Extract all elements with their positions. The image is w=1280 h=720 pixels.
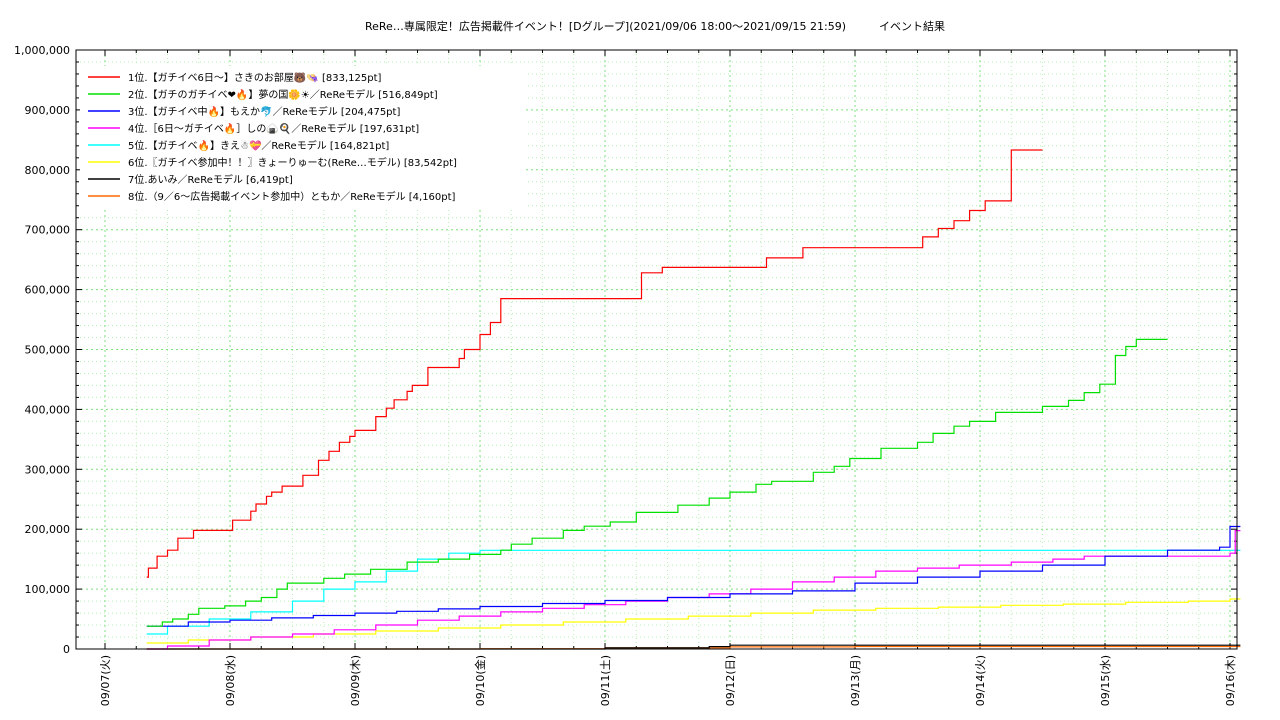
y-tick-label: 700,000: [25, 224, 71, 237]
series-line-6: [146, 598, 1241, 644]
series-line-5: [146, 549, 1241, 635]
x-tick-label: 09/07(火): [99, 655, 112, 706]
y-tick-label: 300,000: [25, 463, 71, 476]
x-tick-label: 09/14(火): [974, 655, 987, 706]
series-line-4: [146, 530, 1241, 650]
y-tick-label: 400,000: [25, 403, 71, 416]
chart-title: ReRe…専属限定！広告掲載件イベント！[Dグループ](2021/09/06 1…: [365, 19, 945, 33]
series-line-1: [146, 149, 1043, 578]
series-lines: [146, 149, 1241, 650]
plot-frame: [75, 49, 1238, 650]
grid: [76, 50, 1237, 649]
y-tick-label: 600,000: [25, 284, 71, 297]
legend-box: [80, 66, 526, 208]
legend-label-1: 1位.【ガチイベ6日〜】さきのお部屋🐻👒 [833,125pt]: [128, 71, 382, 84]
series-line-2: [146, 338, 1168, 627]
legend-label-2: 2位.【ガチのガチイベ❤🔥】夢の国🌼☀／ReReモデル [516,849pt]: [128, 88, 438, 101]
series-line-3: [146, 525, 1241, 627]
y-tick-label: 0: [63, 643, 70, 656]
y-tick-label: 200,000: [25, 523, 71, 536]
y-tick-label: 1,000,000: [14, 44, 70, 57]
x-tick-label: 09/13(月): [849, 655, 862, 706]
legend-label-7: 7位.あいみ／ReReモデル [6,419pt]: [128, 173, 293, 186]
y-tick-label: 900,000: [25, 104, 71, 117]
y-tick-label: 800,000: [25, 164, 71, 177]
x-tick-label: 09/15(水): [1099, 655, 1112, 706]
x-tick-label: 09/12(日): [724, 655, 737, 706]
legend-label-8: 8位.（9／6〜広告掲載イベント参加中）ともか／ReReモデル [4,160pt…: [128, 190, 456, 203]
y-tick-label: 100,000: [25, 583, 71, 596]
x-tick-label: 09/16(木): [1224, 655, 1237, 706]
x-tick-label: 09/10(金): [473, 655, 487, 706]
x-tick-label: 09/11(土): [599, 655, 612, 706]
legend-label-6: 6位.〖ガチイベ参加中！！〗きょーりゅーむ(ReRe…モデル) [83,542p…: [128, 156, 457, 169]
y-axis: 0 100,000 200,000 300,000 400,000 500,000 600,…: [14, 44, 1237, 656]
legend-label-4: 4位.［6日〜ガチイベ🔥］しの🍙🍳／ReReモデル [197,631pt]: [128, 122, 419, 135]
legend: 1位.【ガチイベ6日〜】さきのお部屋🐻👒 [833,125pt] 2位.【ガチのガ…: [80, 66, 526, 208]
x-tick-label: 09/09(木): [349, 655, 362, 706]
y-tick-label: 500,000: [25, 344, 71, 357]
legend-label-3: 3位.【ガチイベ中🔥】もえか🐬／ReReモデル [204,475pt]: [128, 105, 400, 118]
legend-label-5: 5位.【ガチイベ🔥】きえ☃💝／ReReモデル [164,821pt]: [128, 139, 389, 152]
x-tick-label: 09/08(水): [224, 655, 237, 706]
